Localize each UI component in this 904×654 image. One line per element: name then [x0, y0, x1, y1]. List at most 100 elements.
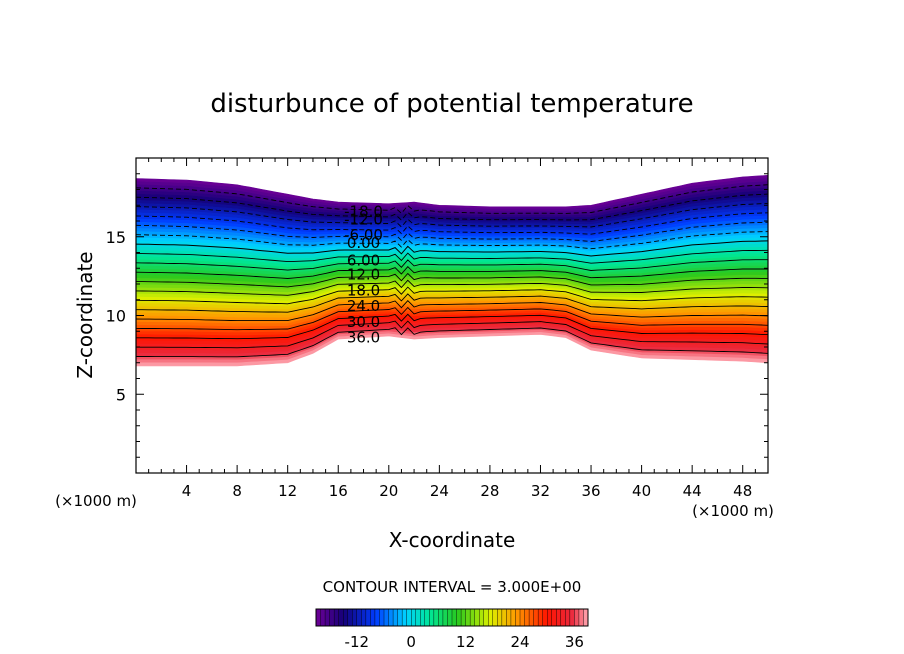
contour-line	[136, 193, 768, 221]
colorbar-cell	[506, 608, 512, 627]
x-tick-label: 48	[733, 482, 752, 500]
colorbar-cell	[352, 608, 358, 627]
colorbar-cell	[401, 608, 408, 627]
colorbar-cell	[578, 608, 584, 627]
y-tick-label: 10	[106, 307, 126, 326]
contour-line	[136, 184, 768, 215]
colorbar-tick-label: 12	[456, 633, 475, 651]
colorbar-tick-label: -12	[345, 633, 370, 651]
contour-label: -18.0	[344, 203, 383, 221]
contour-label: 18.0	[347, 281, 380, 299]
colorbar-cell	[356, 608, 362, 627]
colorbar-cell	[465, 608, 471, 627]
contour-line	[136, 300, 768, 322]
colorbar-cell	[510, 608, 516, 627]
x-tick-label: 20	[379, 482, 398, 500]
contour-line	[136, 327, 768, 358]
contour-label: 0.00	[347, 234, 380, 252]
contour-line	[136, 320, 768, 349]
x-tick-label: 28	[480, 482, 499, 500]
colorbar-cell	[519, 608, 525, 627]
colorbar-cell	[460, 608, 467, 627]
contour-label: -6.00	[344, 226, 383, 244]
contour-label: 6.00	[347, 251, 380, 269]
colorbar-cell	[501, 608, 507, 627]
colorbar-cell	[442, 608, 448, 627]
x-tick-label: 16	[329, 482, 348, 500]
y-axis-label: Z-coordinate	[73, 251, 97, 378]
contour-line	[136, 306, 768, 331]
contour-line	[136, 212, 768, 235]
colorbar-cell	[542, 608, 548, 627]
colorbar: -12 0 12 24 36	[315, 608, 589, 651]
contour-fill-layer	[136, 174, 768, 367]
x-axis-label: X-coordinate	[389, 528, 516, 552]
colorbar-cell	[479, 608, 485, 627]
contour-label: 24.0	[347, 297, 380, 315]
colorbar-cell	[515, 608, 521, 627]
colorbar-cell	[361, 608, 367, 627]
colorbar-tick-label: 36	[565, 633, 584, 651]
contour-interval-text: CONTOUR INTERVAL = 3.000E+00	[323, 578, 582, 596]
colorbar-cell	[424, 608, 430, 627]
x-unit-label-right: (×1000 m)	[692, 502, 774, 520]
colorbar-cell	[560, 608, 566, 627]
colorbar-cell	[433, 608, 439, 627]
colorbar-cell	[338, 608, 344, 627]
y-tick-label: 15	[106, 228, 126, 247]
contour-label: 30.0	[347, 313, 380, 331]
contour-line	[136, 221, 768, 242]
x-tick-label: 4	[182, 482, 192, 500]
colorbar-tick-label: 24	[510, 633, 529, 651]
colorbar-cell	[329, 608, 335, 627]
x-tick-label: 24	[430, 482, 449, 500]
contour-line	[136, 286, 768, 305]
colorbar-tick-label: 0	[406, 633, 416, 651]
colorbar-cell	[429, 608, 435, 627]
colorbar-cell	[415, 608, 421, 627]
colorbar-cell	[379, 608, 385, 627]
colorbar-cell	[411, 608, 417, 627]
contour-label: 12.0	[347, 266, 380, 284]
x-tick-label: 36	[581, 482, 600, 500]
x-tick-label: 44	[683, 482, 702, 500]
colorbar-cell	[556, 608, 562, 627]
colorbar-cell	[469, 608, 476, 627]
contour-line	[136, 202, 768, 228]
colorbar-cell	[524, 608, 530, 627]
colorbar-cell	[488, 608, 494, 627]
colorbar-cell	[347, 608, 353, 627]
colorbar-cell	[324, 608, 331, 627]
y-tick-label: 5	[116, 385, 126, 404]
colorbar-cell	[397, 608, 403, 627]
contour-line	[136, 272, 768, 288]
colorbar-cell	[420, 608, 426, 627]
contour-line	[136, 279, 768, 296]
colorbar-cell	[551, 608, 557, 627]
colorbar-cell	[583, 608, 589, 627]
x-tick-label: 40	[632, 482, 651, 500]
colorbar-cell	[315, 608, 321, 627]
contour-line	[136, 231, 768, 250]
contour-line	[136, 266, 768, 279]
colorbar-cell	[388, 608, 394, 627]
colorbar-cell	[406, 608, 412, 627]
contour-line	[136, 313, 768, 340]
colorbar-cell	[528, 608, 535, 627]
contour-line-layer	[136, 184, 768, 358]
chart-title: disturbunce of potential temperature	[210, 89, 693, 119]
contour-line	[136, 240, 768, 257]
contour-band	[136, 331, 768, 367]
colorbar-cell	[497, 608, 503, 627]
colorbar-cell	[483, 608, 489, 627]
colorbar-cell	[565, 608, 571, 627]
colorbar-cell	[456, 608, 462, 627]
colorbar-cell	[474, 608, 480, 627]
colorbar-cell	[333, 608, 340, 627]
x-tick-label: 8	[232, 482, 242, 500]
colorbar-cell	[451, 608, 457, 627]
contour-line	[136, 293, 768, 313]
contour-label-layer: -18.0-12.0-6.000.006.0012.018.024.030.03…	[344, 203, 383, 347]
